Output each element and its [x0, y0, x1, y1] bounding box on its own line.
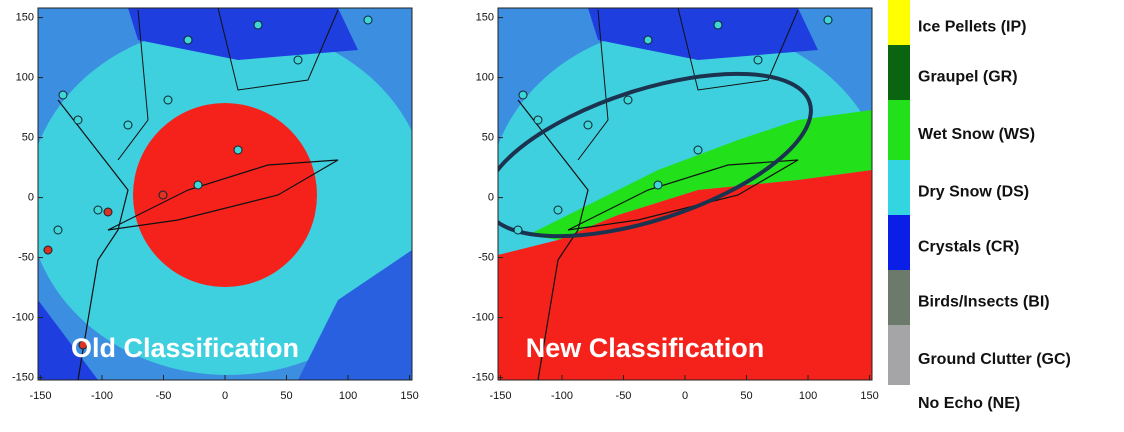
y-tick-label: -50 — [478, 252, 494, 264]
radar-map-old — [38, 8, 412, 380]
panel-caption: Old Classification — [71, 333, 299, 363]
legend-swatch — [888, 270, 910, 325]
legend-label: Ice Pellets (IP) — [918, 19, 1027, 36]
x-tick-label: 100 — [799, 390, 817, 402]
x-tick-label: 0 — [682, 390, 688, 402]
legend-label: Birds/Insects (BI) — [918, 294, 1050, 311]
legend-swatch — [888, 100, 910, 160]
y-tick-label: -100 — [472, 312, 494, 324]
legend-label: Wet Snow (WS) — [918, 126, 1035, 143]
x-tick-label: -100 — [551, 390, 573, 402]
legend-swatch — [888, 385, 910, 427]
x-tick-label: 50 — [280, 390, 292, 402]
y-tick-label: 100 — [16, 72, 34, 84]
x-tick-label: 150 — [860, 390, 878, 402]
y-tick-label: -150 — [472, 372, 494, 384]
x-tick-label: 150 — [400, 390, 418, 402]
y-tick-label: 150 — [476, 12, 494, 24]
panel-caption: New Classification — [526, 333, 765, 363]
legend-label: Ground Clutter (GC) — [918, 351, 1071, 368]
y-tick-label: -100 — [12, 312, 34, 324]
legend-swatch — [888, 160, 910, 215]
legend-swatch — [888, 325, 910, 385]
x-tick-label: 0 — [222, 390, 228, 402]
legend-label: No Echo (NE) — [918, 395, 1020, 412]
legend-label: Crystals (CR) — [918, 239, 1019, 256]
legend-swatch — [888, 215, 910, 270]
y-tick-label: 0 — [488, 192, 494, 204]
y-tick-label: 150 — [16, 12, 34, 24]
legend-label: Graupel (GR) — [918, 69, 1018, 86]
x-tick-label: -150 — [29, 390, 51, 402]
x-tick-label: 100 — [339, 390, 357, 402]
x-tick-label: -100 — [91, 390, 113, 402]
x-tick-label: -50 — [616, 390, 632, 402]
y-tick-label: 50 — [482, 132, 494, 144]
x-tick-label: -50 — [156, 390, 172, 402]
x-tick-label: 50 — [740, 390, 752, 402]
y-tick-label: 100 — [476, 72, 494, 84]
y-tick-label: 0 — [28, 192, 34, 204]
y-tick-label: 50 — [22, 132, 34, 144]
x-tick-label: -150 — [489, 390, 511, 402]
y-tick-label: -150 — [12, 372, 34, 384]
radar-map-new — [498, 8, 872, 380]
y-tick-label: -50 — [18, 252, 34, 264]
legend-swatch — [888, 45, 910, 100]
legend-label: Dry Snow (DS) — [918, 184, 1029, 201]
legend-swatch — [888, 0, 910, 45]
